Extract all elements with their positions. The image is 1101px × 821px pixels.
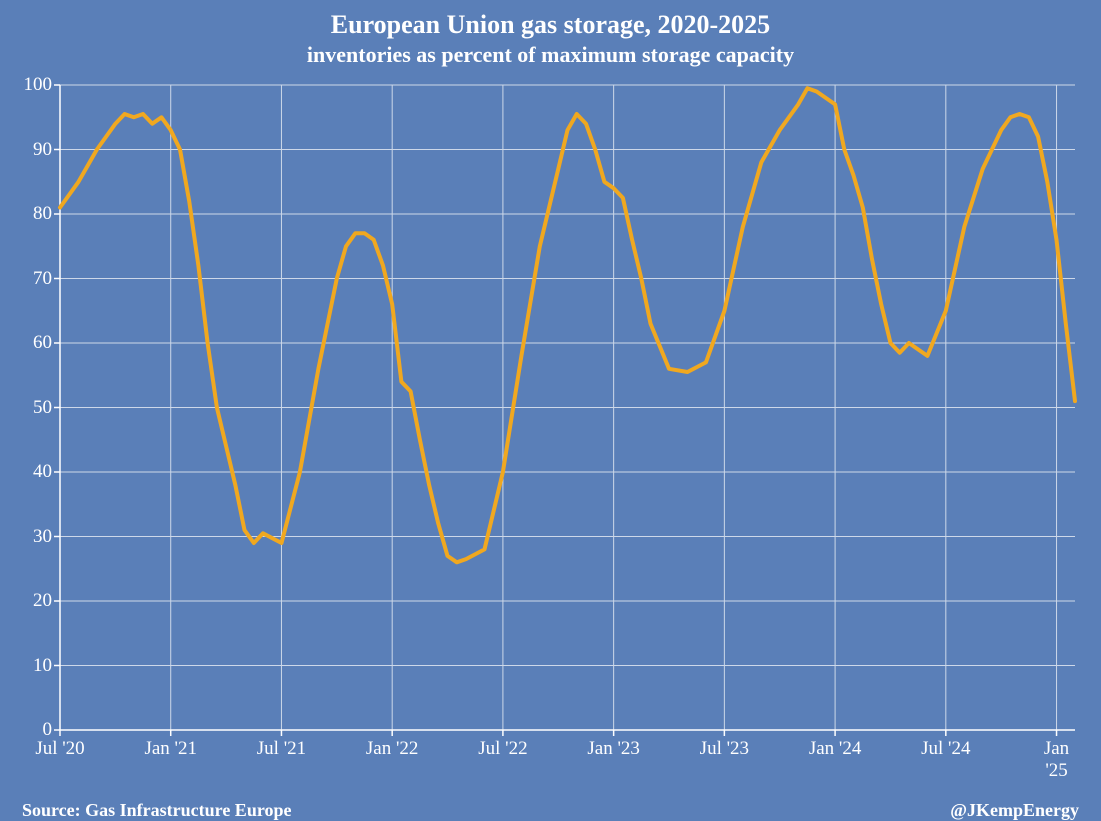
x-tick-label: Jul '23 (700, 738, 749, 760)
x-tick-label: Jan '22 (366, 738, 419, 760)
y-tick-label: 20 (16, 590, 52, 612)
x-tick-label: Jan '24 (809, 738, 862, 760)
chart-title: European Union gas storage, 2020-2025 (0, 0, 1101, 40)
x-tick-label: Jan '21 (144, 738, 197, 760)
y-tick-label: 60 (16, 332, 52, 354)
x-tick-label: Jul '20 (35, 738, 84, 760)
y-tick-label: 70 (16, 268, 52, 290)
x-tick-label: Jul '21 (257, 738, 306, 760)
y-tick-label: 100 (16, 74, 52, 96)
y-tick-label: 10 (16, 655, 52, 677)
x-tick-label: Jan '25 (1034, 738, 1078, 782)
source-label: Source: Gas Infrastructure Europe (22, 800, 292, 821)
x-tick-label: Jan '23 (587, 738, 640, 760)
y-tick-label: 50 (16, 397, 52, 419)
chart-plot-area (60, 85, 1075, 730)
y-tick-label: 90 (16, 139, 52, 161)
x-tick-label: Jul '22 (478, 738, 527, 760)
chart-subtitle: inventories as percent of maximum storag… (0, 42, 1101, 68)
y-tick-label: 40 (16, 461, 52, 483)
y-tick-label: 30 (16, 526, 52, 548)
attribution-handle: @JKempEnergy (950, 800, 1079, 821)
y-tick-label: 80 (16, 203, 52, 225)
x-tick-label: Jul '24 (921, 738, 970, 760)
